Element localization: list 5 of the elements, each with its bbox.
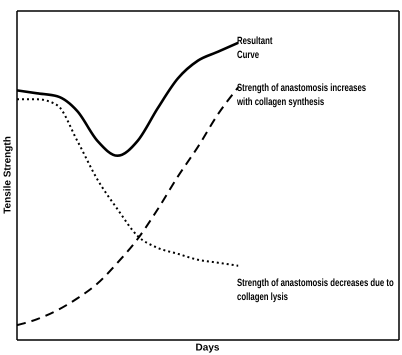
annotation: Strength of anastomosis decreases due to collagen lysis <box>237 276 394 304</box>
annotation: Resultant Curve <box>237 34 273 62</box>
x-axis-title: Days <box>196 342 220 354</box>
y-axis-title: Tensile Strength <box>2 136 14 214</box>
annotation: Strength of anastomosis increases with collagen synthesis <box>237 80 367 109</box>
